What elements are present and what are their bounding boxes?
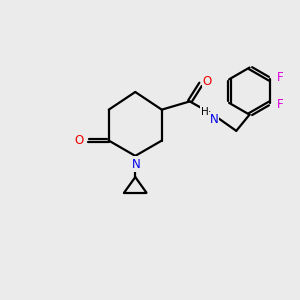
Text: H: H: [201, 107, 208, 117]
Text: O: O: [203, 75, 212, 88]
Text: N: N: [131, 158, 140, 171]
Text: O: O: [75, 134, 84, 147]
Text: F: F: [277, 98, 284, 111]
Text: F: F: [277, 71, 284, 84]
Text: N: N: [209, 113, 218, 127]
